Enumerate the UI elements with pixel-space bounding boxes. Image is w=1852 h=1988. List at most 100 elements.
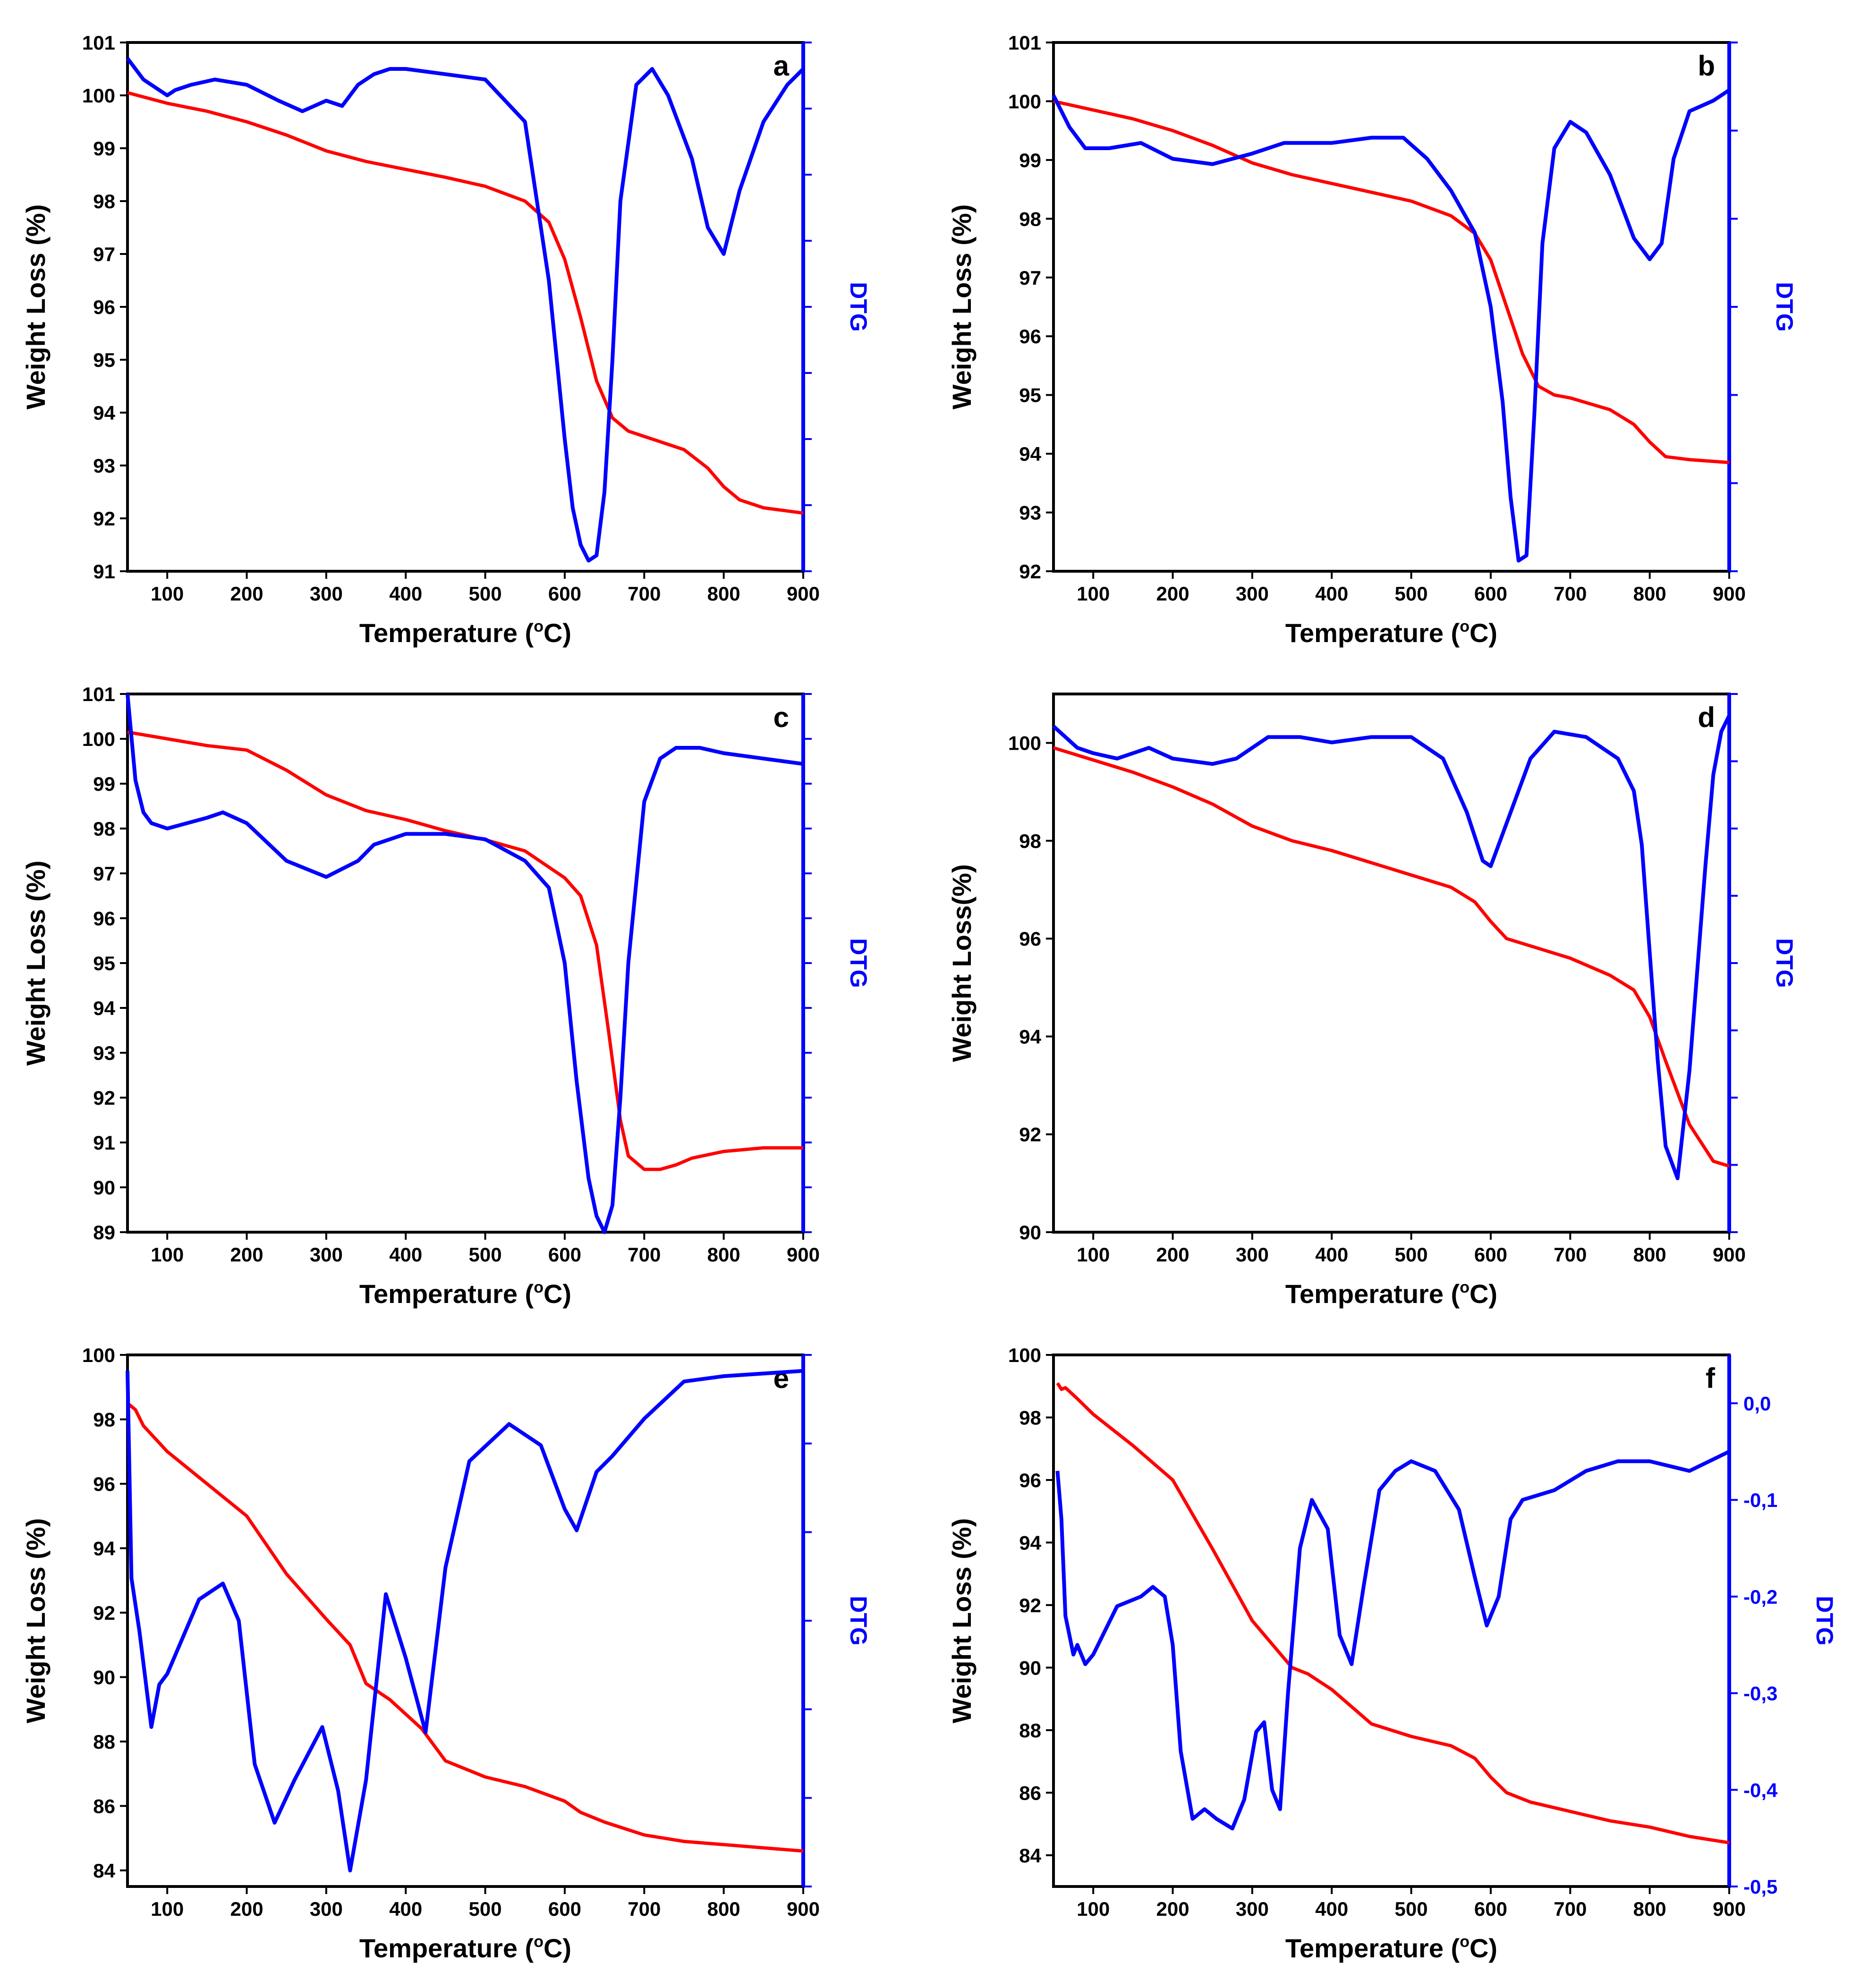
y-tick-label: 99 — [1019, 149, 1041, 171]
x-tick-label: 100 — [151, 1898, 184, 1920]
chart-a: 100 200 300 400 500 600 700 800 900 91 92 93 94 95 96 9… — [21, 32, 872, 648]
y-tick-label: 96 — [93, 907, 115, 930]
y-tick-label: 100 — [1008, 732, 1041, 754]
y-tick-label: 101 — [1008, 32, 1041, 54]
x-tick-label: 600 — [548, 1244, 581, 1266]
x-tick-label: 100 — [151, 1244, 184, 1266]
panel-a: 100 200 300 400 500 600 700 800 900 91 92 93 94 95 96 9… — [0, 19, 926, 670]
x-tick-label: 900 — [1713, 583, 1746, 605]
y-tick-label: 88 — [93, 1731, 115, 1753]
x-tick-label: 100 — [1077, 583, 1110, 605]
x-tick-label: 600 — [1474, 583, 1507, 605]
y-tick-label: 96 — [93, 1473, 115, 1495]
y-axis-title: Weight Loss (%) — [21, 1518, 51, 1724]
chart-d: 100 200 300 400 500 600 700 800 900 90 92 94 96 98 100… — [947, 693, 1798, 1309]
y-tick-label: 90 — [93, 1666, 115, 1688]
panel-letter: a — [773, 50, 790, 82]
y-tick-label: 99 — [93, 773, 115, 795]
y-axis-title: Weight Loss (%) — [21, 204, 51, 410]
weight-loss-series-line — [1053, 99, 1730, 465]
x-tick-label: 200 — [230, 583, 263, 605]
y-tick-label: 92 — [1019, 1594, 1041, 1616]
y-tick-label: 101 — [82, 32, 115, 54]
dtg-series-line — [126, 694, 804, 1234]
x-tick-label: 300 — [1236, 583, 1269, 605]
x-tick-label: 400 — [389, 1244, 422, 1266]
y-tick-label: 100 — [1008, 1344, 1041, 1366]
y-tick-label: 100 — [1008, 90, 1041, 112]
x-tick-label: 600 — [1474, 1898, 1507, 1920]
panel-d: 100 200 300 400 500 600 700 800 900 90 92 94 96 98 100… — [926, 670, 1852, 1331]
plot-frame — [126, 41, 805, 573]
dtg-axis-title: DTG — [845, 938, 872, 988]
y-tick-label: 94 — [1019, 1531, 1041, 1554]
weight-loss-series-line — [126, 1402, 804, 1853]
x-tick-label: 100 — [151, 583, 184, 605]
y-tick-label: 94 — [93, 402, 115, 424]
y-tick-label: 94 — [93, 1537, 115, 1559]
dtg-tick-label: -0,1 — [1743, 1489, 1777, 1511]
y-tick-label: 101 — [82, 683, 115, 705]
dtg-series-line — [126, 1369, 804, 1873]
y-tick-label: 96 — [1019, 1469, 1041, 1491]
plot-frame — [126, 693, 805, 1234]
y-tick-label: 86 — [93, 1795, 115, 1817]
y-tick-label: 90 — [93, 1176, 115, 1199]
dtg-series-line — [1052, 714, 1731, 1180]
dtg-tick-label: -0,2 — [1743, 1586, 1777, 1608]
y-tick-label: 89 — [93, 1221, 115, 1244]
x-tick-label: 200 — [1156, 1244, 1189, 1266]
x-tick-label: 200 — [1156, 1898, 1189, 1920]
x-tick-label: 300 — [310, 583, 343, 605]
y-tick-label: 92 — [93, 1602, 115, 1624]
y-tick-label: 98 — [1019, 208, 1041, 230]
x-tick-label: 800 — [707, 1898, 740, 1920]
dtg-tick-label: -0,4 — [1743, 1779, 1778, 1801]
y-tick-label: 98 — [93, 190, 115, 212]
chart-f: 100 200 300 400 500 600 700 800 900 84 86 88 90 92 94 9… — [947, 1344, 1838, 1963]
x-tick-label: 700 — [628, 1898, 661, 1920]
y-tick-label: 97 — [1019, 267, 1041, 289]
plot-frame — [1052, 41, 1731, 573]
chart-e: 100 200 300 400 500 600 700 800 900 84 86 88 90 92 94 9… — [21, 1344, 872, 1963]
x-tick-label: 700 — [1554, 1898, 1587, 1920]
y-tick-label: 84 — [93, 1860, 115, 1882]
dtg-series-line — [126, 57, 805, 563]
dtg-tick-label: 0,0 — [1743, 1392, 1771, 1414]
y-tick-label: 92 — [1019, 560, 1041, 583]
y-tick-label: 96 — [93, 296, 115, 318]
x-tick-label: 500 — [1395, 1898, 1428, 1920]
x-tick-label: 500 — [469, 583, 502, 605]
x-tick-label: 800 — [1633, 1244, 1666, 1266]
x-tick-label: 300 — [1236, 1898, 1269, 1920]
plot-frame — [126, 1354, 805, 1888]
y-tick-label: 97 — [93, 863, 115, 885]
y-tick-label: 96 — [1019, 928, 1041, 950]
x-tick-label: 200 — [230, 1898, 263, 1920]
x-axis-title: Temperature (oC) — [359, 1278, 571, 1309]
panel-c: 100 200 300 400 500 600 700 800 900 89 90 91 92 93 94 9… — [0, 670, 926, 1331]
y-tick-label: 99 — [93, 137, 115, 160]
x-tick-label: 400 — [1315, 1244, 1348, 1266]
x-axis-title: Temperature (oC) — [1285, 1278, 1497, 1309]
y-tick-label: 93 — [93, 455, 115, 477]
x-tick-label: 500 — [469, 1898, 502, 1920]
y-tick-label: 100 — [82, 1344, 115, 1366]
x-tick-label: 900 — [787, 1898, 820, 1920]
x-axis-title: Temperature (oC) — [359, 1933, 571, 1963]
chart-c: 100 200 300 400 500 600 700 800 900 89 90 91 92 93 94 9… — [21, 683, 872, 1309]
weight-loss-series-line — [1053, 746, 1730, 1168]
y-tick-label: 98 — [93, 818, 115, 840]
y-tick-label: 95 — [93, 349, 115, 371]
dtg-axis-title: DTG — [1771, 282, 1798, 332]
x-tick-label: 700 — [628, 1244, 661, 1266]
y-tick-label: 97 — [93, 243, 115, 265]
x-tick-label: 900 — [787, 1244, 820, 1266]
y-tick-label: 95 — [1019, 384, 1041, 406]
x-tick-label: 700 — [628, 583, 661, 605]
x-tick-label: 900 — [787, 583, 820, 605]
y-tick-label: 98 — [1019, 830, 1041, 852]
y-axis-title: Weight Loss(%) — [947, 864, 977, 1062]
y-tick-label: 94 — [93, 997, 115, 1019]
x-tick-label: 700 — [1554, 583, 1587, 605]
